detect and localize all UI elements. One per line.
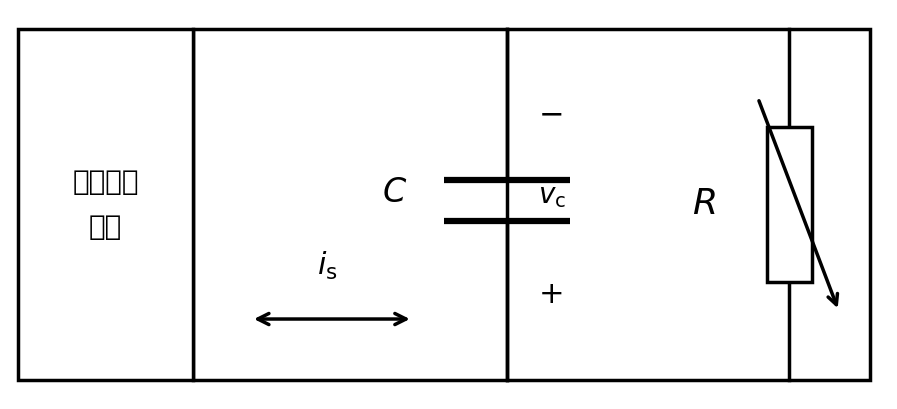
Text: $v_{\mathrm{c}}$: $v_{\mathrm{c}}$ <box>538 182 566 210</box>
Bar <box>767 127 812 282</box>
Text: $R$: $R$ <box>692 187 716 222</box>
Text: 混合储能
系统: 混合储能 系统 <box>72 168 139 241</box>
Text: $i_{\mathrm{s}}$: $i_{\mathrm{s}}$ <box>318 250 337 282</box>
Bar <box>18 29 193 380</box>
Bar <box>193 29 870 380</box>
Text: $\mathbf{\it{C}}$: $\mathbf{\it{C}}$ <box>382 176 407 209</box>
Text: −: − <box>539 100 564 129</box>
Text: +: + <box>539 280 564 309</box>
